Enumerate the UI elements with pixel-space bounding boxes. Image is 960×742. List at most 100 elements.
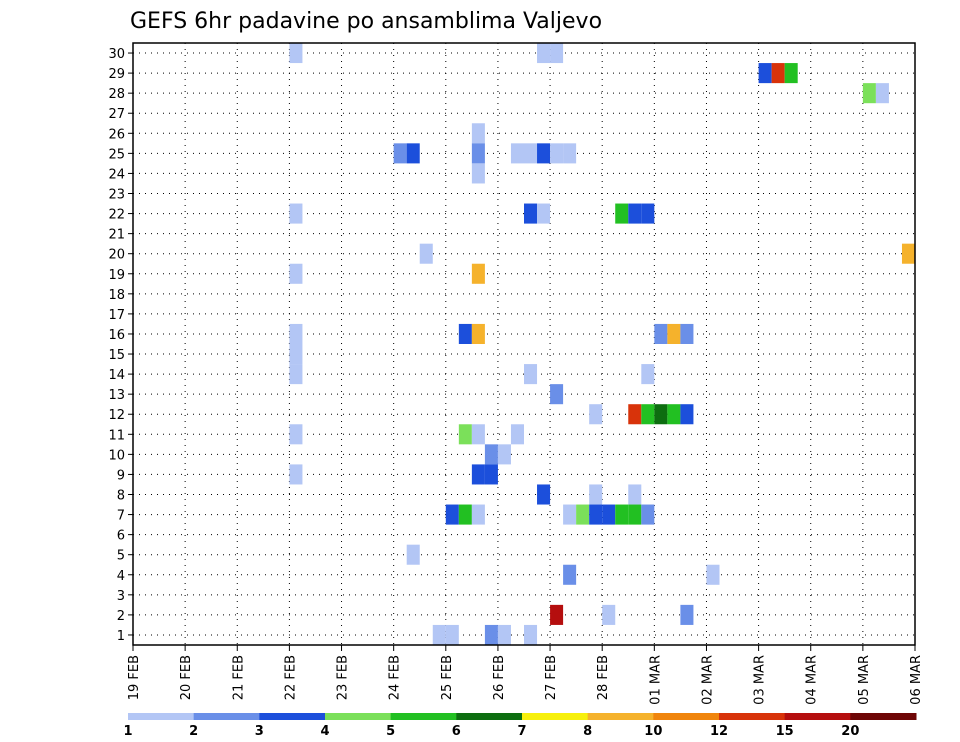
x-tick-label: 22 FEB	[283, 655, 298, 700]
heatmap-cell	[406, 544, 420, 565]
y-tick-label: 28	[108, 87, 125, 102]
colorbar-swatch	[193, 713, 260, 720]
heatmap-cell	[406, 143, 420, 164]
heatmap-cell	[550, 384, 564, 405]
heatmap-cell	[289, 203, 303, 224]
x-tick-label: 19 FEB	[127, 655, 142, 700]
heatmap-cell	[471, 263, 485, 284]
heatmap-cell	[393, 143, 407, 164]
heatmap-cell	[289, 323, 303, 344]
heatmap-cell	[289, 424, 303, 445]
heatmap-cell	[419, 243, 433, 264]
y-tick-label: 8	[117, 489, 125, 504]
heatmap-cell	[654, 323, 668, 344]
heatmap-cell	[641, 203, 655, 224]
heatmap-cell	[484, 444, 498, 465]
y-tick-label: 27	[108, 107, 125, 122]
y-tick-label: 1	[117, 629, 125, 644]
x-tick-label: 02 MAR	[700, 655, 715, 705]
colorbar-label: 7	[517, 724, 526, 739]
colorbar-label: 3	[255, 724, 264, 739]
heatmap-cell	[458, 323, 472, 344]
heatmap-cell	[445, 504, 459, 525]
colorbar-swatch	[128, 713, 195, 720]
heatmap-cell	[550, 604, 564, 625]
y-tick-label: 15	[108, 348, 125, 363]
heatmap-cell	[771, 63, 785, 84]
colorbar-swatch	[325, 713, 392, 720]
heatmap-cell	[471, 424, 485, 445]
heatmap-cell	[602, 504, 616, 525]
colorbar-label: 10	[644, 724, 662, 739]
x-tick-label: 25 FEB	[440, 655, 455, 700]
heatmap-cell	[471, 143, 485, 164]
heatmap-cell	[563, 504, 577, 525]
heatmap-cell	[667, 404, 681, 425]
x-tick-label: 03 MAR	[753, 655, 768, 705]
colorbar-label: 2	[189, 724, 198, 739]
colorbar-label: 8	[583, 724, 592, 739]
heatmap-cell	[901, 243, 915, 264]
x-tick-label: 27 FEB	[544, 655, 559, 700]
colorbar-label: 1	[123, 724, 132, 739]
heatmap-cells	[289, 43, 915, 645]
heatmap-cell	[537, 143, 551, 164]
heatmap-cell	[589, 484, 603, 505]
heatmap-cell	[615, 203, 629, 224]
y-tick-label: 2	[117, 609, 125, 624]
heatmap-cell	[680, 323, 694, 344]
y-tick-label: 5	[117, 549, 125, 564]
heatmap-cell	[550, 143, 564, 164]
y-tick-label: 24	[108, 167, 125, 182]
y-tick-label: 12	[108, 408, 125, 423]
grid-lines	[133, 43, 916, 645]
y-tick-label: 25	[108, 147, 125, 162]
heatmap-cell	[615, 504, 629, 525]
heatmap-cell	[680, 604, 694, 625]
colorbar-label: 15	[776, 724, 794, 739]
y-tick-label: 17	[108, 308, 125, 323]
colorbar-label: 5	[386, 724, 395, 739]
heatmap-cell	[537, 43, 551, 64]
y-tick-label: 22	[108, 208, 125, 223]
colorbar-swatch	[456, 713, 523, 720]
y-tick-label: 29	[108, 67, 125, 82]
heatmap-cell	[654, 404, 668, 425]
x-tick-label: 04 MAR	[805, 655, 820, 705]
heatmap-cell	[641, 364, 655, 385]
heatmap-cell	[602, 604, 616, 625]
y-tick-label: 10	[108, 448, 125, 463]
heatmap-cell	[537, 484, 551, 505]
y-tick-label: 3	[117, 589, 125, 604]
x-tick-label: 23 FEB	[336, 655, 351, 700]
colorbar-swatch	[784, 713, 851, 720]
heatmap-cell	[510, 424, 524, 445]
y-axis-ticks: 1234567891011121314151617181920212223242…	[108, 47, 133, 644]
heatmap-cell	[524, 624, 538, 645]
heatmap-cell	[563, 564, 577, 585]
heatmap-cell	[628, 484, 642, 505]
heatmap-cell	[667, 323, 681, 344]
heatmap-cell	[537, 203, 551, 224]
colorbar-label: 4	[320, 724, 329, 739]
colorbar-swatch	[390, 713, 457, 720]
x-tick-label: 26 FEB	[492, 655, 507, 700]
heatmap-cell	[289, 344, 303, 365]
heatmap-cell	[589, 404, 603, 425]
heatmap-cell	[471, 464, 485, 485]
heatmap-cell	[784, 63, 798, 84]
y-tick-label: 7	[117, 509, 125, 524]
x-tick-label: 01 MAR	[648, 655, 663, 705]
chart-title: GEFS 6hr padavine po ansamblima Valjevo	[130, 9, 602, 34]
heatmap-cell	[589, 504, 603, 525]
heatmap-cell	[471, 163, 485, 184]
y-tick-label: 4	[117, 569, 125, 584]
colorbar-swatch	[653, 713, 720, 720]
y-tick-label: 20	[108, 248, 125, 263]
x-axis-ticks: 19 FEB 20 FEB 21 FEB 22 FEB 23 FEB 24 FEB 25 F…	[127, 645, 924, 705]
x-tick-label: 21 FEB	[231, 655, 246, 700]
heatmap-cell	[628, 404, 642, 425]
heatmap-cell	[289, 464, 303, 485]
heatmap-cell	[484, 624, 498, 645]
heatmap-cell	[524, 364, 538, 385]
